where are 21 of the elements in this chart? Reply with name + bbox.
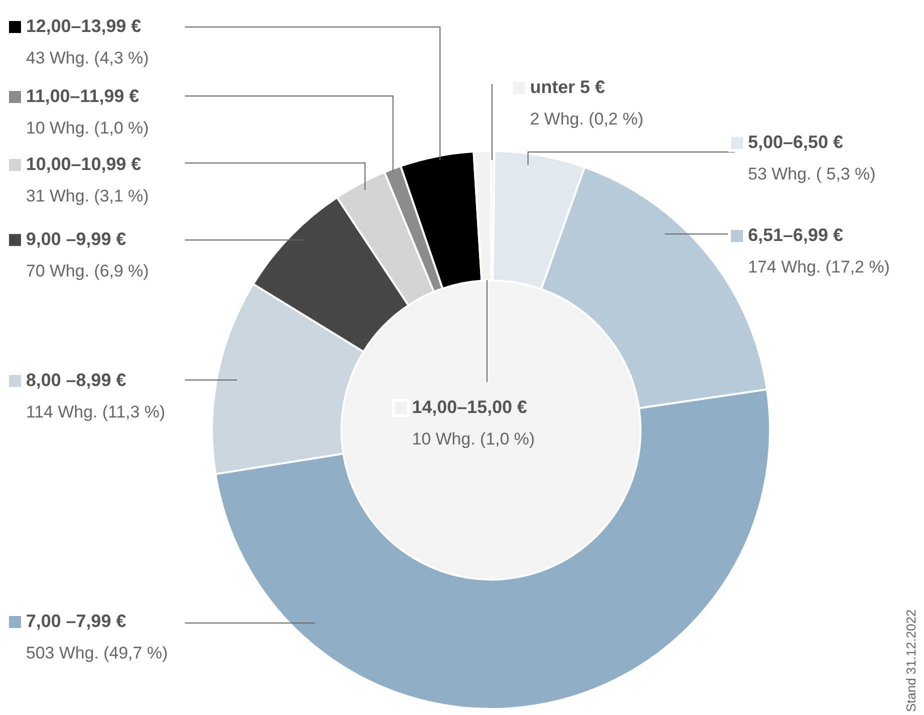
data-label: 174 Whg. (17,2 %)	[748, 258, 890, 277]
legend-label: 5,00–6,50 €	[748, 132, 844, 152]
data-label: 31 Whg. (3,1 %)	[26, 186, 149, 206]
text: Stand 31.12.2022	[904, 609, 919, 712]
data-label: 43 Whg. (4,3 %)	[26, 48, 149, 68]
data-label: 53 Whg. ( 5,3 %)	[748, 164, 876, 184]
legend-label: 14,00–15,00 €	[412, 396, 528, 417]
legend-label: 8,00 –8,99 €	[26, 370, 126, 390]
data-label: 10 Whg. (1,0 %)	[26, 118, 149, 138]
legend-label: 9,00 –9,99 €	[26, 228, 126, 249]
legend-label: 11,00–11,99 €	[26, 86, 140, 106]
legend-label: 6,51–6,99 €	[748, 224, 844, 245]
data-label: 503 Whg. (49,7 %)	[26, 644, 168, 663]
legend-label: 12,00–13,99 €	[26, 16, 142, 36]
data-label: 10 Whg. (1,0 %)	[412, 430, 535, 449]
legend-label: 7,00 –7,99 €	[26, 610, 126, 631]
legend-label: 10,00–10,99 €	[26, 154, 142, 174]
data-label: 2 Whg. (0,2 %)	[530, 110, 644, 129]
legend-label: unter 5 €	[530, 76, 606, 97]
data-label: 114 Whg. (11,3 %)	[26, 402, 166, 422]
data-label: 70 Whg. (6,9 %)	[26, 262, 149, 281]
